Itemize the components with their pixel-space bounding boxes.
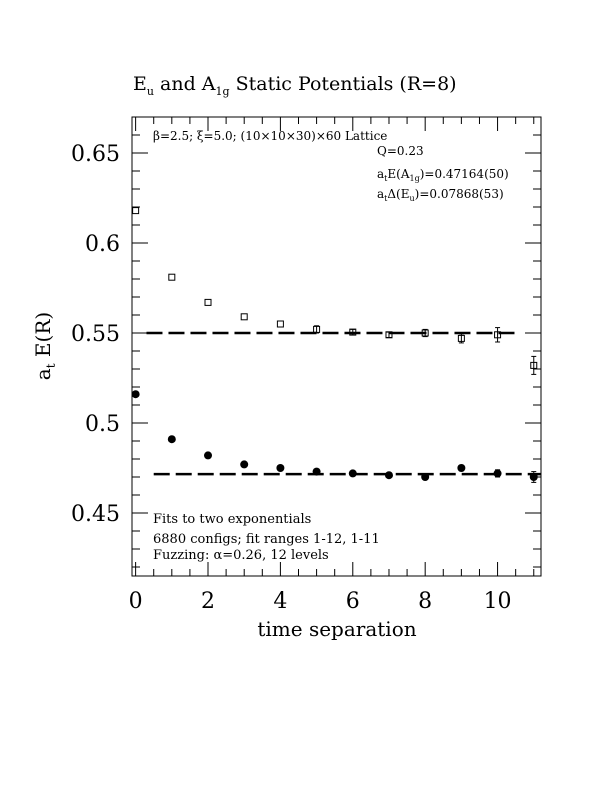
- eu-point: [132, 207, 140, 215]
- a1g-point: [493, 469, 502, 478]
- a1g-point: [167, 435, 176, 444]
- y-tick-label: 0.5: [85, 412, 120, 437]
- y-tick-label: 0.65: [71, 142, 120, 167]
- a1g-point: [421, 473, 430, 481]
- eu-point: [240, 313, 248, 321]
- y-tick-label: 0.6: [85, 232, 120, 257]
- eu-point: [168, 273, 176, 281]
- plot-frame: [131, 116, 542, 577]
- delta-eu-annotation: atΔ(Eu)=0.07868(53): [377, 187, 504, 203]
- fuzzing-annotation: Fuzzing: α=0.26, 12 levels: [153, 548, 329, 563]
- a1g-point: [131, 390, 140, 399]
- x-axis-ticks: 0 2 4 6 8 10: [129, 117, 535, 614]
- a1g-point: [276, 464, 285, 472]
- eu-point: [276, 320, 284, 328]
- x-tick-label: 6: [346, 589, 360, 614]
- y-tick-label: 0.55: [71, 322, 120, 347]
- a1g-point: [457, 464, 466, 472]
- energy-a1g-annotation: atE(A1g)=0.47164(50): [377, 167, 509, 183]
- lattice-annotation: β=2.5; ξ=5.0; (10×10×30)×60 Lattice: [153, 129, 387, 143]
- y-tick-label: 0.45: [71, 502, 120, 527]
- y-axis-ticks: 0.45 0.5 0.55 0.6 0.65: [71, 134, 541, 568]
- y-axis-label: at E(R): [31, 312, 58, 380]
- x-tick-label: 4: [273, 589, 287, 614]
- eu-point: [421, 329, 429, 337]
- x-tick-label: 10: [484, 589, 512, 614]
- a1g-point: [348, 469, 357, 478]
- eu-point: [457, 334, 465, 342]
- eu-point: [385, 331, 393, 339]
- a1g-point: [312, 467, 321, 476]
- eu-point: [204, 298, 212, 306]
- eu-point: [349, 328, 357, 336]
- a1g-point: [529, 473, 538, 481]
- x-tick-label: 2: [201, 589, 215, 614]
- x-axis-label: time separation: [257, 617, 416, 641]
- q-annotation: Q=0.23: [377, 144, 424, 158]
- a1g-point: [240, 460, 249, 469]
- configs-annotation: 6880 configs; fit ranges 1-12, 1-11: [153, 532, 380, 547]
- eu-point: [530, 361, 538, 369]
- eu-point: [494, 331, 502, 339]
- x-tick-label: 0: [129, 589, 143, 614]
- fits-annotation: Fits to two exponentials: [153, 512, 311, 527]
- chart-title: Eu and A1g Static Potentials (R=8): [133, 73, 457, 98]
- x-tick-label: 8: [418, 589, 432, 614]
- data-points: [131, 207, 538, 483]
- eu-point: [313, 325, 321, 333]
- fit-lines: [146, 331, 541, 476]
- a1g-point: [204, 451, 213, 460]
- a1g-point: [384, 471, 393, 480]
